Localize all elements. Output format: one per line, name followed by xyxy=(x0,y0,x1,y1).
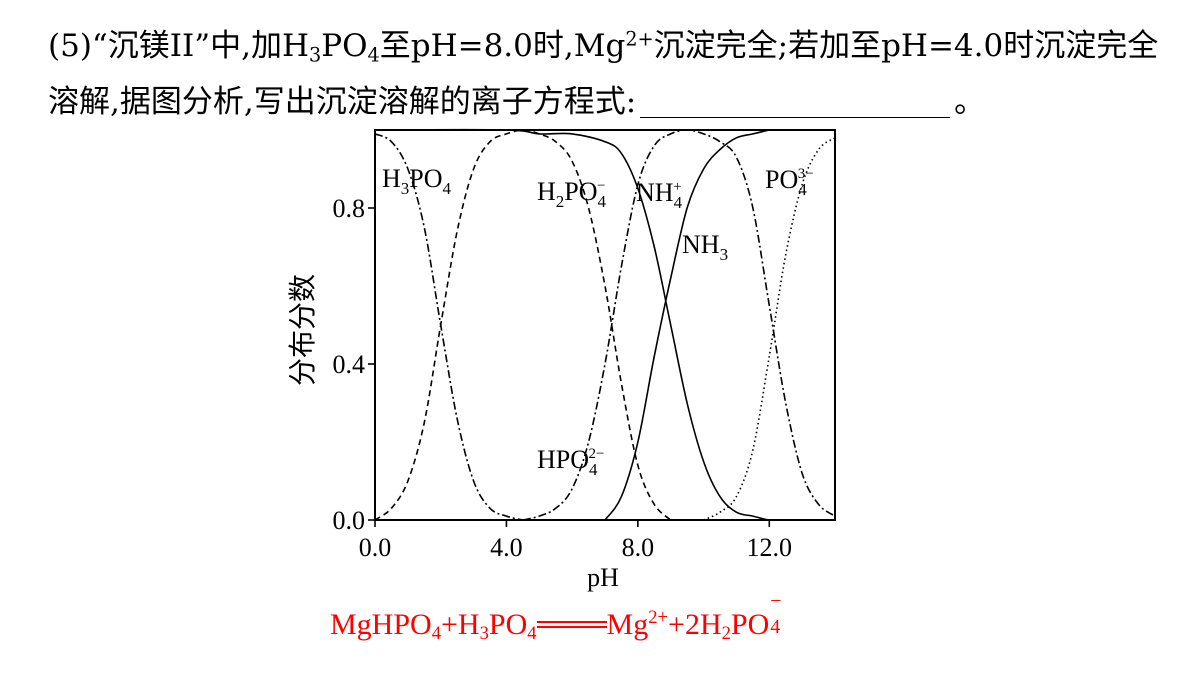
answer-part: +2H xyxy=(668,608,722,641)
superscript: 2+ xyxy=(625,27,654,51)
answer-part: MgHPO xyxy=(330,608,432,641)
series-label-5: PO43− xyxy=(765,165,814,199)
series-label-3: NH4+ xyxy=(636,178,683,212)
superscript: 2+ xyxy=(648,606,669,628)
question-part: (5)“沉镁II”中,加H xyxy=(48,28,309,64)
answer-part: +H xyxy=(441,608,480,641)
question-text: (5)“沉镁II”中,加H3PO4至pH=8.0时,Mg2+沉淀完全;若加至pH… xyxy=(48,18,1168,130)
x-tick-label: 4.0 xyxy=(490,533,523,562)
x-axis-label: pH xyxy=(587,563,619,592)
answer-part: PO xyxy=(488,608,528,641)
equals-sign xyxy=(536,621,607,628)
y-tick-label: 0.4 xyxy=(333,350,366,379)
subscript: 4 xyxy=(367,43,380,67)
answer-part: Mg xyxy=(606,608,649,641)
series-label-1: H2PO4− xyxy=(537,177,607,211)
sup-sub-stack: −4 xyxy=(769,590,785,638)
series-line-4 xyxy=(604,129,770,521)
answer-part: PO xyxy=(730,608,770,641)
series-label-2: HPO42− xyxy=(537,445,604,479)
subscript: 4 xyxy=(431,623,441,645)
subscript: 2 xyxy=(721,623,731,645)
superscript: − xyxy=(770,590,782,612)
x-tick-label: 8.0 xyxy=(622,533,655,562)
series-line-5 xyxy=(703,137,836,521)
y-axis-label: 分布分数 xyxy=(287,274,319,386)
y-tick-label: 0.8 xyxy=(333,194,366,223)
question-part: 沉淀完全;若加至pH=4.0时沉淀完全溶解,据图分析,写出沉淀溶解的离子方程式: xyxy=(48,28,1159,120)
subscript: 4 xyxy=(770,616,781,638)
question-part: PO xyxy=(321,28,368,64)
x-tick-label: 0.0 xyxy=(359,533,392,562)
series-line-3 xyxy=(374,128,786,522)
plot-frame xyxy=(374,129,836,521)
y-tick-label: 0.0 xyxy=(333,506,366,535)
x-tick-label: 12.0 xyxy=(747,533,793,562)
series-label-0: H3PO4 xyxy=(382,164,452,198)
question-part: 至pH=8.0时,Mg xyxy=(379,28,626,64)
series-label-4: NH3 xyxy=(682,230,728,264)
subscript: 3 xyxy=(309,43,322,67)
question-part: 。 xyxy=(954,84,986,120)
subscript: 4 xyxy=(527,623,537,645)
series-line-0 xyxy=(374,133,524,521)
answer-blank[interactable] xyxy=(640,87,951,118)
subscript: 3 xyxy=(479,623,489,645)
answer-equation: MgHPO4+H3PO4 Mg2++2H2PO −4 xyxy=(330,590,785,645)
